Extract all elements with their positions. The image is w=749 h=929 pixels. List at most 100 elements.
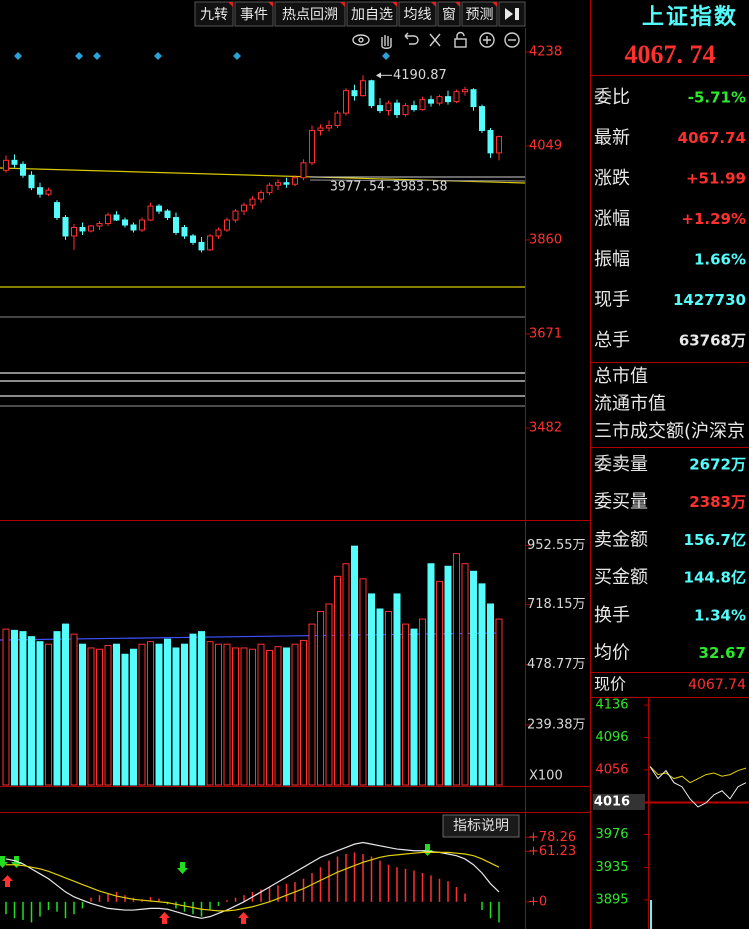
toolbar-label[interactable]: 热点回溯 — [282, 7, 338, 23]
candle-body — [368, 80, 375, 107]
candle-body — [360, 80, 366, 97]
quote-label: 买金额 — [594, 567, 648, 588]
volume-bar — [164, 638, 171, 786]
volume-bar — [385, 611, 392, 786]
toolbar-corner — [431, 2, 436, 7]
volume-bar — [427, 563, 435, 786]
toolbar-corner — [268, 2, 273, 7]
quote-value: 4067.74 — [678, 129, 746, 147]
candle-body — [385, 102, 392, 112]
candle-body — [139, 219, 145, 231]
quote-label: 委买量 — [594, 492, 648, 513]
toolbar-button[interactable] — [194, 1, 234, 27]
candle-body — [71, 226, 77, 237]
reference-lines — [0, 167, 526, 641]
candle-body — [326, 125, 332, 129]
quote-label: 最新 — [594, 128, 630, 149]
volume-bar — [325, 603, 333, 786]
toolbar-label[interactable]: 九转 — [200, 7, 228, 23]
candle-body — [164, 210, 171, 219]
indicator-button[interactable] — [442, 814, 520, 838]
candle-body — [258, 192, 264, 200]
quote-name: 上证指数 — [642, 4, 738, 30]
toolbar-button[interactable] — [234, 1, 274, 27]
mini-bar — [650, 900, 652, 929]
candle-body — [351, 90, 358, 97]
candle-body — [79, 226, 86, 232]
toolbar-button[interactable] — [398, 1, 437, 27]
volume-bar — [172, 647, 180, 786]
quote-label: 振幅 — [594, 249, 630, 270]
volume-bar — [444, 565, 452, 786]
volume-bar — [113, 643, 120, 786]
toolbar-label[interactable]: 事件 — [240, 7, 268, 23]
candle-body — [453, 91, 460, 103]
volume-bar — [376, 608, 384, 786]
y-tick-label: 3482 — [529, 420, 562, 435]
candle-body — [445, 96, 451, 103]
candle-body — [266, 184, 273, 194]
toolbar-label[interactable]: 加自选 — [351, 7, 393, 23]
toolbar-corner — [392, 2, 397, 7]
volume-bar — [478, 583, 486, 786]
quote-label: 涨跌 — [594, 168, 630, 189]
volume-bar — [53, 631, 61, 786]
toolbar-icon[interactable] — [505, 8, 519, 20]
candle-body — [334, 112, 341, 127]
toolbar-label[interactable]: 预测 — [466, 7, 494, 23]
candle-body — [470, 89, 477, 108]
volume-bar — [189, 633, 197, 786]
candle-body — [419, 99, 426, 111]
volume-bar — [45, 643, 52, 786]
toolbar-label[interactable]: 窗 — [442, 6, 456, 23]
volume-bar — [223, 643, 231, 786]
y-tick-label: 239.38万 — [527, 717, 586, 732]
tool-icons[interactable] — [352, 31, 520, 49]
toolbar-button[interactable] — [437, 1, 461, 27]
volume-bar — [368, 593, 375, 786]
candle-body — [190, 235, 196, 243]
candle-body — [428, 99, 434, 104]
toolbar-corner — [228, 2, 233, 7]
volume-bar — [470, 570, 477, 786]
candle-body — [156, 205, 162, 212]
quote-label: 均价 — [594, 643, 630, 664]
candle-body — [96, 223, 103, 227]
volume-bar — [410, 628, 418, 786]
y-tick-label: 4238 — [529, 44, 562, 59]
quote-label: 委卖量 — [594, 454, 648, 475]
volume-bar — [104, 644, 112, 786]
candle-body — [249, 198, 256, 206]
candle-body — [122, 219, 128, 226]
y-tick-label: 4096 — [595, 730, 628, 745]
mini-white-line — [649, 766, 747, 808]
toolbar-button[interactable] — [274, 1, 346, 27]
candle-body — [28, 174, 35, 189]
toolbar-label[interactable]: 均线 — [404, 7, 432, 23]
quote-label: 委比 — [594, 87, 630, 108]
dif-line — [5, 841, 500, 919]
candle-body — [198, 241, 205, 251]
candle-body — [62, 217, 69, 237]
volume-bar — [232, 647, 239, 786]
volume-bar — [155, 643, 163, 786]
candle-body — [496, 136, 502, 154]
volume-bar — [274, 646, 282, 786]
candle-body — [462, 89, 468, 93]
volume-bar — [206, 641, 214, 786]
volume-bar — [62, 623, 69, 786]
volume-bar — [419, 618, 426, 786]
toolbar-button[interactable] — [461, 1, 498, 27]
candle-body — [436, 96, 443, 104]
volume-bar — [402, 623, 409, 786]
y-tick-label: 952.55万 — [527, 538, 586, 553]
volume-bar — [79, 643, 86, 786]
candle-body — [343, 90, 349, 114]
indicator-button-label[interactable]: 指标说明 — [453, 818, 509, 834]
volume-bar — [130, 648, 137, 786]
quote-value: 2672万 — [689, 456, 746, 474]
y-tick-label: 4056 — [595, 762, 628, 777]
mini-yellow-line — [649, 766, 747, 784]
toolbar-button[interactable] — [346, 1, 398, 27]
volume-bar — [28, 636, 35, 786]
